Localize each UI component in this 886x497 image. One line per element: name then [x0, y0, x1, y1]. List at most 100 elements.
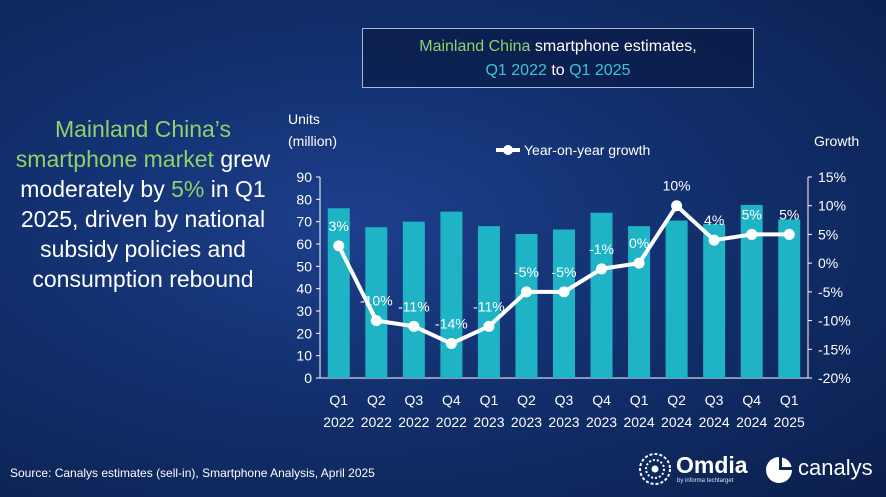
growth-point: [558, 286, 570, 298]
growth-point: [783, 228, 795, 240]
y-tick-label: 0: [304, 370, 312, 386]
y-tick-label: 20: [296, 325, 312, 341]
chart-title-line2: Q1 2022 to Q1 2025: [485, 62, 631, 79]
x-tick-label-quarter: Q1: [630, 392, 649, 408]
chart-title-line1: Mainland China smartphone estimates,: [419, 38, 697, 55]
x-tick-label-year: 2022: [436, 414, 467, 430]
y-axis-title-line2: (million): [288, 133, 337, 149]
canalys-wordmark: canalys: [798, 455, 873, 480]
growth-data-label: 3%: [329, 218, 349, 234]
y-tick-label: 80: [296, 191, 312, 207]
x-tick-label-year: 2024: [736, 414, 767, 430]
y2-tick-label: -20%: [818, 370, 851, 386]
growth-point: [746, 228, 758, 240]
bar: [327, 208, 350, 378]
x-tick-label-quarter: Q4: [742, 392, 761, 408]
growth-point: [333, 240, 345, 252]
growth-point: [408, 320, 420, 332]
growth-data-label: -5%: [552, 264, 577, 280]
x-tick-label-year: 2022: [398, 414, 429, 430]
x-tick-label-quarter: Q2: [667, 392, 686, 408]
x-tick-label-quarter: Q1: [480, 392, 499, 408]
bar: [665, 220, 688, 378]
growth-data-label: 0%: [629, 235, 649, 251]
x-tick-label-year: 2025: [774, 414, 805, 430]
bar: [402, 221, 425, 378]
growth-data-label: -11%: [398, 298, 430, 314]
bar: [515, 233, 538, 378]
omdia-wordmark: Omdia: [676, 452, 748, 478]
growth-point: [633, 257, 645, 269]
bar: [778, 219, 801, 378]
x-tick-label-year: 2024: [699, 414, 730, 430]
x-tick-label-year: 2023: [548, 414, 579, 430]
bar: [553, 229, 575, 378]
canalys-logo: canalys: [764, 452, 882, 488]
x-tick-label-quarter: Q2: [517, 392, 536, 408]
headline-text: Mainland China’s smartphone market grew …: [15, 116, 271, 292]
headline-highlight-market: Mainland China’s smartphone market: [15, 116, 231, 172]
x-tick-label-year: 2022: [323, 414, 354, 430]
growth-data-label: -1%: [589, 241, 614, 257]
x-tick-label-year: 2023: [511, 414, 542, 430]
growth-point: [671, 200, 683, 212]
growth-data-label: -10%: [360, 293, 393, 309]
growth-data-label: -11%: [473, 298, 505, 314]
growth-data-label: 5%: [779, 206, 799, 222]
growth-point: [596, 263, 608, 275]
chart-title-box: Mainland China smartphone estimates, Q1 …: [362, 28, 754, 88]
x-tick-label-year: 2022: [361, 414, 392, 430]
bar: [365, 227, 388, 378]
bar: [703, 223, 726, 378]
growth-data-label: -14%: [435, 316, 468, 332]
headline-highlight-growth: 5%: [171, 176, 205, 202]
x-tick-label-quarter: Q1: [329, 392, 348, 408]
y-tick-label: 10: [296, 348, 312, 364]
y-tick-label: 40: [296, 281, 312, 297]
x-tick-label-quarter: Q1: [780, 392, 799, 408]
source-note: Source: Canalys estimates (sell-in), Sma…: [10, 466, 375, 480]
y2-tick-label: 10%: [818, 198, 846, 214]
y-tick-label: 30: [296, 303, 312, 319]
omdia-emblem-icon: [639, 453, 671, 485]
y2-tick-label: 5%: [818, 226, 838, 242]
y2-axis-title: Growth: [814, 133, 859, 149]
y2-tick-label: -10%: [818, 313, 851, 329]
legend-label: Year-on-year growth: [524, 142, 650, 158]
growth-data-label: 5%: [742, 206, 762, 222]
growth-point: [370, 315, 382, 327]
bar: [740, 204, 763, 378]
y-axis-title-line1: Units: [288, 111, 320, 127]
x-tick-label-year: 2024: [661, 414, 692, 430]
plot-area: 0 10 20 30 40 50 60 70 80 90 -20% -15% -10% -5% 0% 5% 10…: [296, 169, 850, 430]
growth-point: [520, 286, 532, 298]
y2-tick-label: -15%: [818, 341, 851, 357]
x-tick-label-quarter: Q4: [592, 392, 611, 408]
bar: [477, 226, 500, 378]
y2-tick-label: -5%: [818, 284, 843, 300]
y-tick-label: 90: [296, 169, 312, 185]
growth-data-label: 10%: [663, 178, 691, 194]
growth-data-label: 4%: [704, 212, 724, 228]
y2-tick-label: 0%: [818, 255, 838, 271]
growth-point: [708, 234, 720, 246]
x-tick-label-quarter: Q2: [367, 392, 386, 408]
y-tick-label: 60: [296, 236, 312, 252]
x-tick-label-year: 2024: [623, 414, 654, 430]
x-tick-label-year: 2023: [586, 414, 617, 430]
bar: [590, 212, 613, 378]
growth-point: [483, 320, 495, 332]
y-tick-label: 50: [296, 258, 312, 274]
growth-data-label: -5%: [514, 264, 539, 280]
legend-marker: [503, 145, 513, 155]
x-tick-label-quarter: Q4: [442, 392, 461, 408]
y2-tick-label: 15%: [818, 169, 846, 185]
omdia-tagline: by informa techtarget: [677, 478, 734, 484]
x-tick-label-year: 2023: [473, 414, 504, 430]
x-tick-label-quarter: Q3: [405, 392, 424, 408]
omdia-logo: Omdia by informa techtarget: [638, 452, 758, 488]
chart-area: Units (million) Growth Year-on-year grow…: [288, 111, 859, 430]
y-tick-label: 70: [296, 214, 312, 230]
bar: [440, 211, 463, 378]
legend: Year-on-year growth: [496, 142, 650, 158]
